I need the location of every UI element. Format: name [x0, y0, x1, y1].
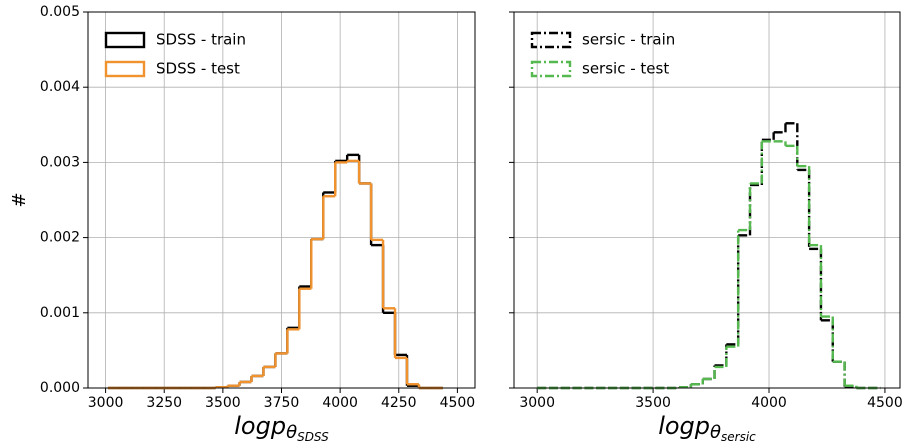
y-tick-label: 0.002: [40, 230, 80, 246]
x-tick-label: 3500: [635, 395, 671, 411]
x-label-sub: θ: [286, 422, 297, 443]
x-tick-label: 4250: [381, 395, 417, 411]
x-tick-label: 4500: [867, 395, 903, 411]
legend-handle: [104, 60, 146, 78]
x-tick-label: 3250: [146, 395, 182, 411]
y-axis-label: #: [9, 192, 30, 207]
y-tick-label: 0.004: [40, 79, 80, 95]
x-label-main: logp: [658, 412, 710, 440]
y-tick-label: 0.003: [40, 154, 80, 170]
legend-label: sersic - test: [582, 60, 669, 78]
legend-label: SDSS - train: [156, 31, 246, 49]
x-tick-label: 4500: [440, 395, 476, 411]
x-label-subsub: sersic: [721, 430, 756, 444]
x-tick-label: 3500: [205, 395, 241, 411]
x-axis-label: logpθsersic: [658, 412, 756, 444]
x-label-main: logp: [234, 412, 286, 440]
x-tick-label: 3750: [264, 395, 300, 411]
x-tick-label: 4000: [322, 395, 358, 411]
x-label-subsub: SDSS: [297, 430, 329, 444]
x-tick-label: 4000: [751, 395, 787, 411]
y-tick-label: 0.000: [40, 380, 80, 396]
y-tick-label: 0.001: [40, 305, 80, 321]
legend-label: sersic - train: [582, 31, 675, 49]
y-tick-label: 0.005: [40, 4, 80, 20]
axes-frame: [513, 11, 901, 389]
x-axis-label: logpθSDSS: [234, 412, 329, 444]
x-tick-label: 3000: [88, 395, 124, 411]
legend-label: SDSS - test: [156, 60, 240, 78]
legend-handle: [530, 31, 572, 49]
legend-handle: [104, 31, 146, 49]
legend-handle: [530, 60, 572, 78]
x-tick-label: 3000: [519, 395, 555, 411]
x-label-sub: θ: [710, 422, 721, 443]
axes-frame: [87, 11, 476, 389]
